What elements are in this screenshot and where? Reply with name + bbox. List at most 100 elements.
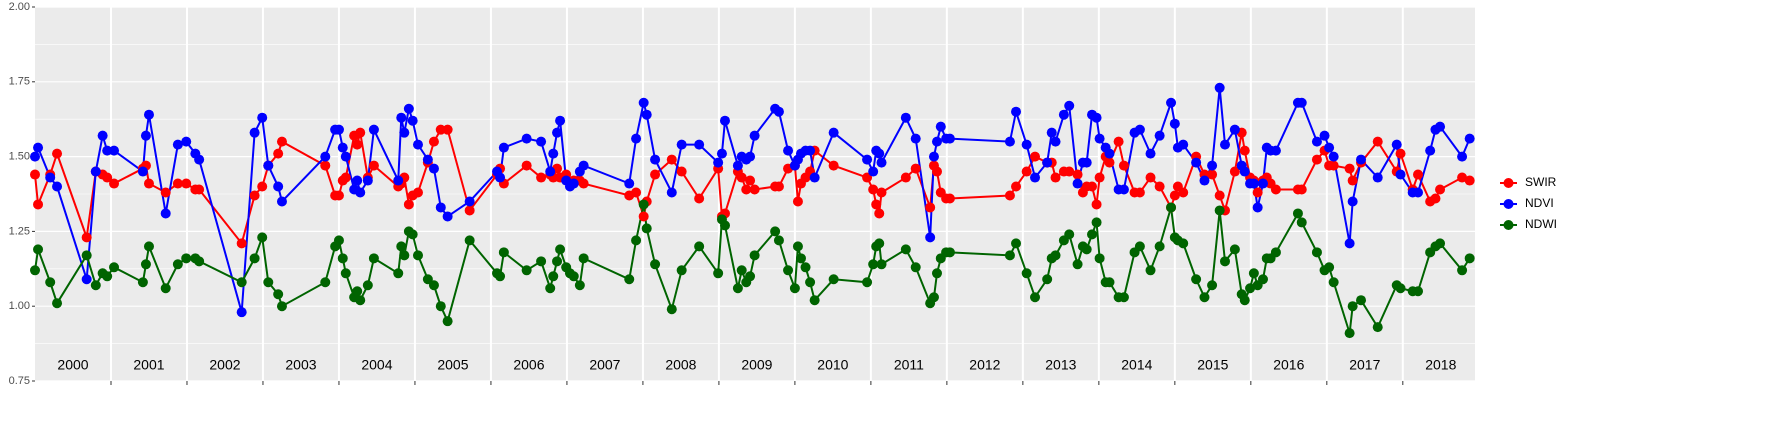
data-point [783,145,794,156]
legend-key-point [1503,220,1514,230]
data-point [428,136,439,147]
data-point [81,274,92,285]
data-point [944,193,955,204]
data-point [1081,244,1092,255]
data-point [399,250,410,261]
data-point [631,235,642,246]
data-point [871,199,882,210]
data-point [340,268,351,279]
year-label: 2001 [133,357,164,373]
data-point [578,160,589,171]
data-point [181,253,192,264]
data-point [638,97,649,108]
data-point [928,151,939,162]
data-point [1091,112,1102,123]
data-point [143,178,154,189]
year-label: 2006 [513,357,544,373]
data-point [362,280,373,291]
legend-key-point [1503,199,1514,209]
data-point [1413,187,1424,198]
data-point [545,166,556,177]
data-point [396,112,407,123]
year-label: 2000 [57,357,88,373]
data-point [1191,157,1202,168]
data-point [97,130,108,141]
data-point [773,181,784,192]
legend-label: SWIR [1525,175,1557,189]
data-point [1311,136,1322,147]
data-point [428,163,439,174]
data-point [1042,157,1053,168]
data-point [109,262,120,273]
data-point [81,232,92,243]
data-point [1094,172,1105,183]
data-point [194,256,205,267]
data-point [931,268,942,279]
data-point [52,181,63,192]
year-label: 2005 [437,357,468,373]
data-point [876,259,887,270]
y-tick-label: 1.00 [9,300,30,312]
data-point [935,121,946,132]
data-point [194,154,205,165]
data-point [1072,169,1083,180]
data-point [333,124,344,135]
data-point [666,187,677,198]
data-point [1457,172,1468,183]
data-point [548,271,559,282]
data-point [792,196,803,207]
data-point [638,211,649,222]
data-point [1413,169,1424,180]
data-point [236,307,247,318]
year-label: 2008 [665,357,696,373]
data-point [555,115,566,126]
data-point [172,259,183,270]
data-point [578,178,589,189]
data-point [1064,166,1075,177]
data-point [355,295,366,306]
data-point [874,208,885,219]
data-point [137,166,148,177]
data-point [1118,160,1129,171]
data-point [783,265,794,276]
data-point [320,151,331,162]
data-point [931,136,942,147]
data-point [1270,145,1281,156]
data-point [249,253,260,264]
data-point [140,259,151,270]
data-point [52,148,63,159]
data-point [910,163,921,174]
data-point [1113,136,1124,147]
data-point [412,250,423,261]
data-point [172,178,183,189]
data-point [736,265,747,276]
data-point [368,160,379,171]
data-point [263,160,274,171]
data-point [828,160,839,171]
data-point [732,283,743,294]
year-label: 2010 [817,357,848,373]
data-point [1145,172,1156,183]
data-point [741,184,752,195]
data-point [1372,322,1383,333]
data-point [249,127,260,138]
data-point [805,145,816,156]
data-point [1324,142,1335,153]
data-point [536,256,547,267]
data-point [1372,136,1383,147]
data-point [694,139,705,150]
data-point [1391,139,1402,150]
data-point [548,148,559,159]
year-label: 2018 [1425,357,1456,373]
data-point [45,277,56,288]
data-point [1087,181,1098,192]
data-point [694,193,705,204]
data-point [1050,250,1061,261]
data-point [552,256,563,267]
data-point [719,115,730,126]
data-point [910,133,921,144]
data-point [143,109,154,120]
data-point [716,148,727,159]
data-point [868,259,879,270]
data-point [464,196,475,207]
